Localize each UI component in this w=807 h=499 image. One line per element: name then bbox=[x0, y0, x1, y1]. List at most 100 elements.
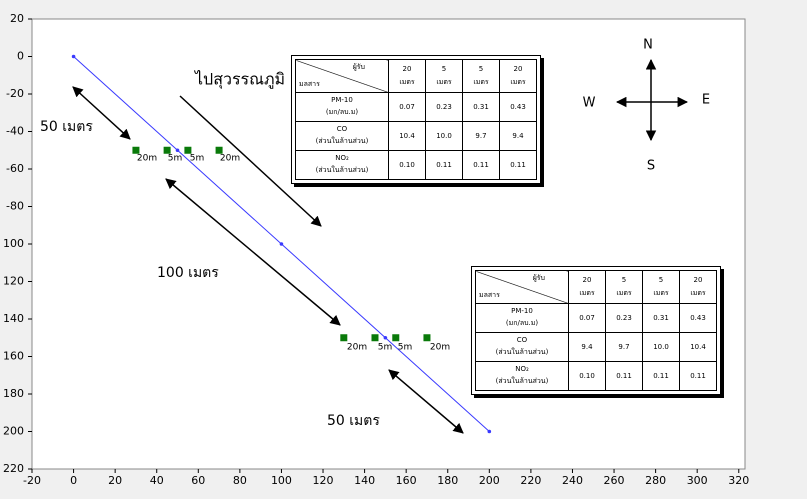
cell-text: 20 bbox=[693, 275, 703, 284]
cell-text: 0.43 bbox=[690, 314, 706, 322]
cell-text: 0.11 bbox=[473, 161, 489, 169]
corner-cell: ผู้รับ มลสาร bbox=[475, 270, 569, 304]
x-tick-label: 320 bbox=[728, 474, 749, 487]
distance-label: 20m bbox=[220, 154, 240, 164]
arrow bbox=[179, 95, 322, 227]
x-tick-label: 240 bbox=[562, 474, 583, 487]
cell: 0.10 bbox=[388, 150, 426, 180]
cell: 0.23 bbox=[605, 303, 643, 333]
cell: 0.11 bbox=[679, 361, 717, 391]
row-header: PM-10 (มก/ลบ.ม) bbox=[295, 92, 389, 122]
arrow bbox=[165, 178, 341, 326]
y-tick-label: 200 bbox=[3, 425, 24, 438]
cell: 10.0 bbox=[425, 121, 463, 151]
cell-text: 20 bbox=[582, 275, 592, 284]
x-tick-label: 300 bbox=[687, 474, 708, 487]
cell-text: เมตร bbox=[579, 288, 595, 297]
cell-text: 10.4 bbox=[399, 132, 415, 140]
cell-text: 0.07 bbox=[399, 103, 415, 111]
pollutant-table: ผู้รับ มลสาร 20 เมตร 5 เมตร 5 เมตร 20 เมตร PM-10 (ม… bbox=[475, 270, 717, 391]
cell-text: 0.23 bbox=[436, 103, 452, 111]
cell-text: เมตร bbox=[399, 77, 415, 86]
y-tick-label: 100 bbox=[3, 237, 24, 250]
cell-text: 0.23 bbox=[616, 314, 632, 322]
x-tick-label: 260 bbox=[604, 474, 625, 487]
cell-text: เมตร bbox=[473, 77, 489, 86]
cell: 10.0 bbox=[642, 332, 680, 362]
pollutant-table: ผู้รับ มลสาร 20 เมตร 5 เมตร 5 เมตร 20 เมตร PM-10 (ม… bbox=[295, 59, 537, 180]
point bbox=[71, 54, 76, 59]
row-header: NO₂ (ส่วนในล้านส่วน) bbox=[475, 361, 569, 391]
point bbox=[175, 148, 180, 153]
cell-text: (ส่วนในล้านส่วน) bbox=[315, 166, 369, 174]
cell: 9.7 bbox=[605, 332, 643, 362]
distance-label: 20m bbox=[137, 154, 157, 164]
cell: 10.4 bbox=[679, 332, 717, 362]
annotation: 50 เมตร bbox=[327, 413, 380, 429]
cell-text: เมตร bbox=[653, 288, 669, 297]
cell-text: 0.10 bbox=[579, 372, 595, 380]
column-header: 20 เมตร bbox=[499, 59, 537, 93]
cell-text: 10.4 bbox=[690, 343, 706, 351]
cell-text: มลสาร bbox=[479, 291, 500, 299]
distance-label: 5m bbox=[190, 154, 205, 164]
cell-text: มลสาร bbox=[299, 80, 320, 88]
cell-text: 0.11 bbox=[690, 372, 706, 380]
marker bbox=[423, 334, 431, 342]
cell-text: 10.0 bbox=[653, 343, 669, 351]
cell: 0.07 bbox=[568, 303, 606, 333]
cell: 0.07 bbox=[388, 92, 426, 122]
column-header: 5 เมตร bbox=[642, 270, 680, 304]
cell-text: (ส่วนในล้านส่วน) bbox=[315, 137, 369, 145]
x-tick-label: 20 bbox=[108, 474, 122, 487]
cell: 10.4 bbox=[388, 121, 426, 151]
cell-text: CO bbox=[336, 125, 348, 133]
cell-text: 20 bbox=[402, 64, 412, 73]
table: ผู้รับ มลสาร 20 เมตร 5 เมตร 5 เมตร 20 เมตร PM-10 (ม… bbox=[291, 55, 541, 184]
marker bbox=[371, 334, 379, 342]
cell-text: เมตร bbox=[690, 288, 706, 297]
cell: 0.11 bbox=[642, 361, 680, 391]
cell-text: 0.11 bbox=[616, 372, 632, 380]
compass-label: S bbox=[647, 159, 655, 174]
cell-text: 0.10 bbox=[399, 161, 415, 169]
cell-text: 9.4 bbox=[581, 343, 593, 351]
cell: 0.43 bbox=[679, 303, 717, 333]
cell: 9.7 bbox=[462, 121, 500, 151]
x-tick-label: 60 bbox=[191, 474, 205, 487]
cell-text: 0.07 bbox=[579, 314, 595, 322]
distance-label: 5m bbox=[168, 154, 183, 164]
column-header: 20 เมตร bbox=[388, 59, 426, 93]
x-tick-label: 40 bbox=[150, 474, 164, 487]
annotation: 100 เมตร bbox=[157, 265, 219, 281]
x-tick-label: 280 bbox=[645, 474, 666, 487]
y-tick-label: -40 bbox=[6, 125, 24, 138]
row-header: PM-10 (มก/ลบ.ม) bbox=[475, 303, 569, 333]
cell: 0.11 bbox=[462, 150, 500, 180]
x-tick-label: 100 bbox=[271, 474, 292, 487]
cell-text: 0.31 bbox=[653, 314, 669, 322]
cell-text: 0.11 bbox=[436, 161, 452, 169]
cell: 0.11 bbox=[605, 361, 643, 391]
marker bbox=[340, 334, 348, 342]
annotation: 50 เมตร bbox=[40, 119, 93, 135]
cell-text: NO₂ bbox=[515, 365, 529, 373]
arrow bbox=[388, 369, 464, 434]
cell-text: PM-10 bbox=[511, 307, 533, 315]
y-tick-label: 20 bbox=[10, 12, 24, 25]
x-tick-label: 220 bbox=[520, 474, 541, 487]
marker bbox=[392, 334, 400, 342]
cell-text: 9.7 bbox=[475, 132, 487, 140]
cell: 0.10 bbox=[568, 361, 606, 391]
marker bbox=[163, 146, 171, 154]
cell-text: 9.7 bbox=[618, 343, 630, 351]
y-tick-label: 0 bbox=[17, 50, 24, 63]
cell-text: 9.4 bbox=[512, 132, 524, 140]
y-tick-label: -80 bbox=[6, 200, 24, 213]
cell-text: ผู้รับ bbox=[352, 63, 365, 71]
x-tick-label: 200 bbox=[479, 474, 500, 487]
column-header: 20 เมตร bbox=[679, 270, 717, 304]
cell-text: 0.31 bbox=[473, 103, 489, 111]
corner-cell: ผู้รับมลสาร bbox=[295, 59, 389, 93]
